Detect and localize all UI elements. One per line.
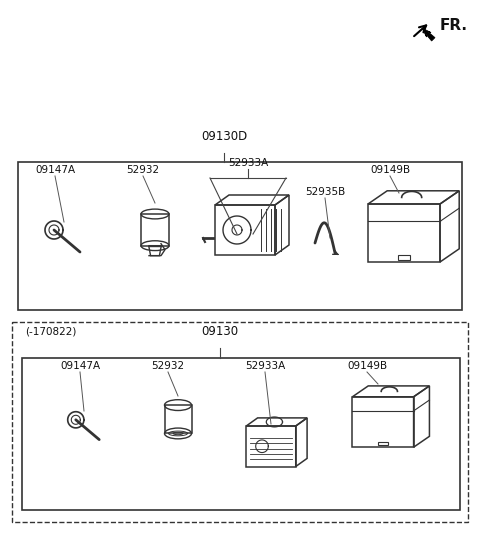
Bar bbox=[12, 322, 468, 522]
Bar bbox=[378, 442, 388, 446]
Text: 52932: 52932 bbox=[151, 361, 185, 371]
Text: 52933A: 52933A bbox=[245, 361, 285, 371]
Text: 09149B: 09149B bbox=[347, 361, 387, 371]
Text: 52935B: 52935B bbox=[305, 187, 345, 197]
Bar bbox=[398, 255, 410, 260]
Text: 09147A: 09147A bbox=[60, 361, 100, 371]
Text: 52933A: 52933A bbox=[228, 158, 268, 168]
Bar bbox=[22, 358, 460, 510]
Bar bbox=[18, 162, 462, 310]
Text: 09130D: 09130D bbox=[201, 130, 247, 143]
Text: 09130: 09130 bbox=[202, 325, 239, 338]
Text: 09149B: 09149B bbox=[370, 165, 410, 175]
Polygon shape bbox=[422, 28, 435, 41]
Text: 09147A: 09147A bbox=[35, 165, 75, 175]
Text: FR.: FR. bbox=[440, 18, 468, 33]
Text: (-170822): (-170822) bbox=[25, 327, 76, 337]
Text: 52932: 52932 bbox=[126, 165, 159, 175]
